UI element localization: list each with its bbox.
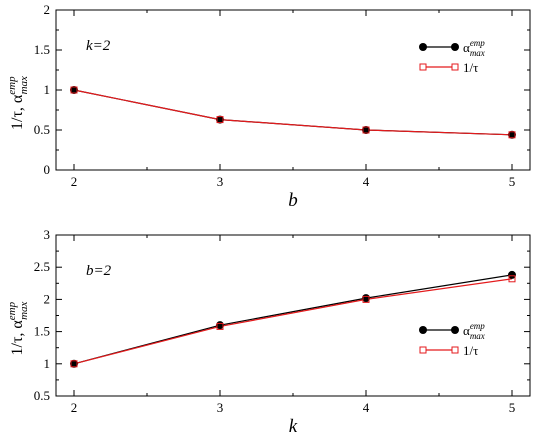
x-tick-label: 3 [217,400,224,415]
x-tick-label: 5 [509,400,516,415]
data-point-inv-tau [216,322,224,330]
data-point-inv-tau [362,295,370,303]
y-axis-label: 1/τ, αempmax [6,301,30,355]
legend-marker [419,346,427,354]
legend-label: αemp max [463,321,485,341]
x-tick-label: 2 [71,400,78,415]
legend-marker [451,43,459,51]
data-point-alpha [362,126,370,134]
data-point-inv-tau [362,126,370,134]
x-tick-label: 4 [363,400,370,415]
legend-label: αemp max [463,38,485,58]
x-tick-label: 3 [217,174,224,189]
plot-frame [55,9,531,171]
legend-marker [451,346,459,354]
legend: αemp max 1/τ [419,321,485,358]
data-point-alpha [70,359,78,368]
data-point-inv-tau [216,116,224,124]
y-tick-label: 2 [44,2,51,17]
legend-marker [419,63,427,71]
y-tick-label: 1.5 [34,324,50,339]
legend-marker [419,43,427,51]
panel-2: 0.5 1 1.5 2 2.5 3 2 3 4 5 k 1/τ, αempmax b=2 αemp max 1… [6,227,531,436]
legend-label: 1/τ [463,343,478,358]
y-tick-label: 2.5 [34,259,50,274]
data-point-inv-tau [70,86,78,94]
panel-annotation: k=2 [86,38,111,54]
x-tick-label: 4 [363,174,370,189]
y-tick-label: 0 [44,162,51,177]
data-point-alpha [70,86,78,94]
x-tick-label: 5 [509,174,516,189]
series-line-alpha [73,274,513,365]
data-point-inv-tau [70,360,78,368]
y-tick-label: 1 [44,356,51,371]
panel-1: 0 0.5 1 1.5 2 2 3 4 5 b 1/τ, αempmax k=2 αemp max 1/τ [6,2,531,211]
y-tick-label: 1.5 [34,42,50,57]
y-tick-label: 0.5 [34,122,50,137]
data-point-inv-tau [508,275,516,283]
series-line-inv-tau [73,278,513,365]
y-tick-label: 3 [44,227,51,242]
y-axis-label: 1/τ, αempmax [6,76,30,130]
legend-marker [451,63,459,71]
legend: αemp max 1/τ [419,38,485,75]
legend-marker [451,326,459,334]
y-tick-label: 2 [44,291,51,306]
x-tick-label: 2 [71,174,78,189]
data-point-alpha [216,115,224,124]
data-point-alpha [508,130,516,139]
x-axis-label: k [289,416,298,436]
series-line-inv-tau [73,89,513,136]
y-tick-label: 0.5 [34,388,50,403]
legend-marker [419,326,427,334]
x-axis-label: b [288,190,298,211]
data-point-alpha [508,270,516,279]
y-tick-label: 1 [44,82,51,97]
legend-label: 1/τ [463,60,478,75]
plot-frame [55,234,531,397]
data-point-inv-tau [508,131,516,139]
series-line-alpha [73,89,513,136]
panel-annotation: b=2 [86,263,112,279]
